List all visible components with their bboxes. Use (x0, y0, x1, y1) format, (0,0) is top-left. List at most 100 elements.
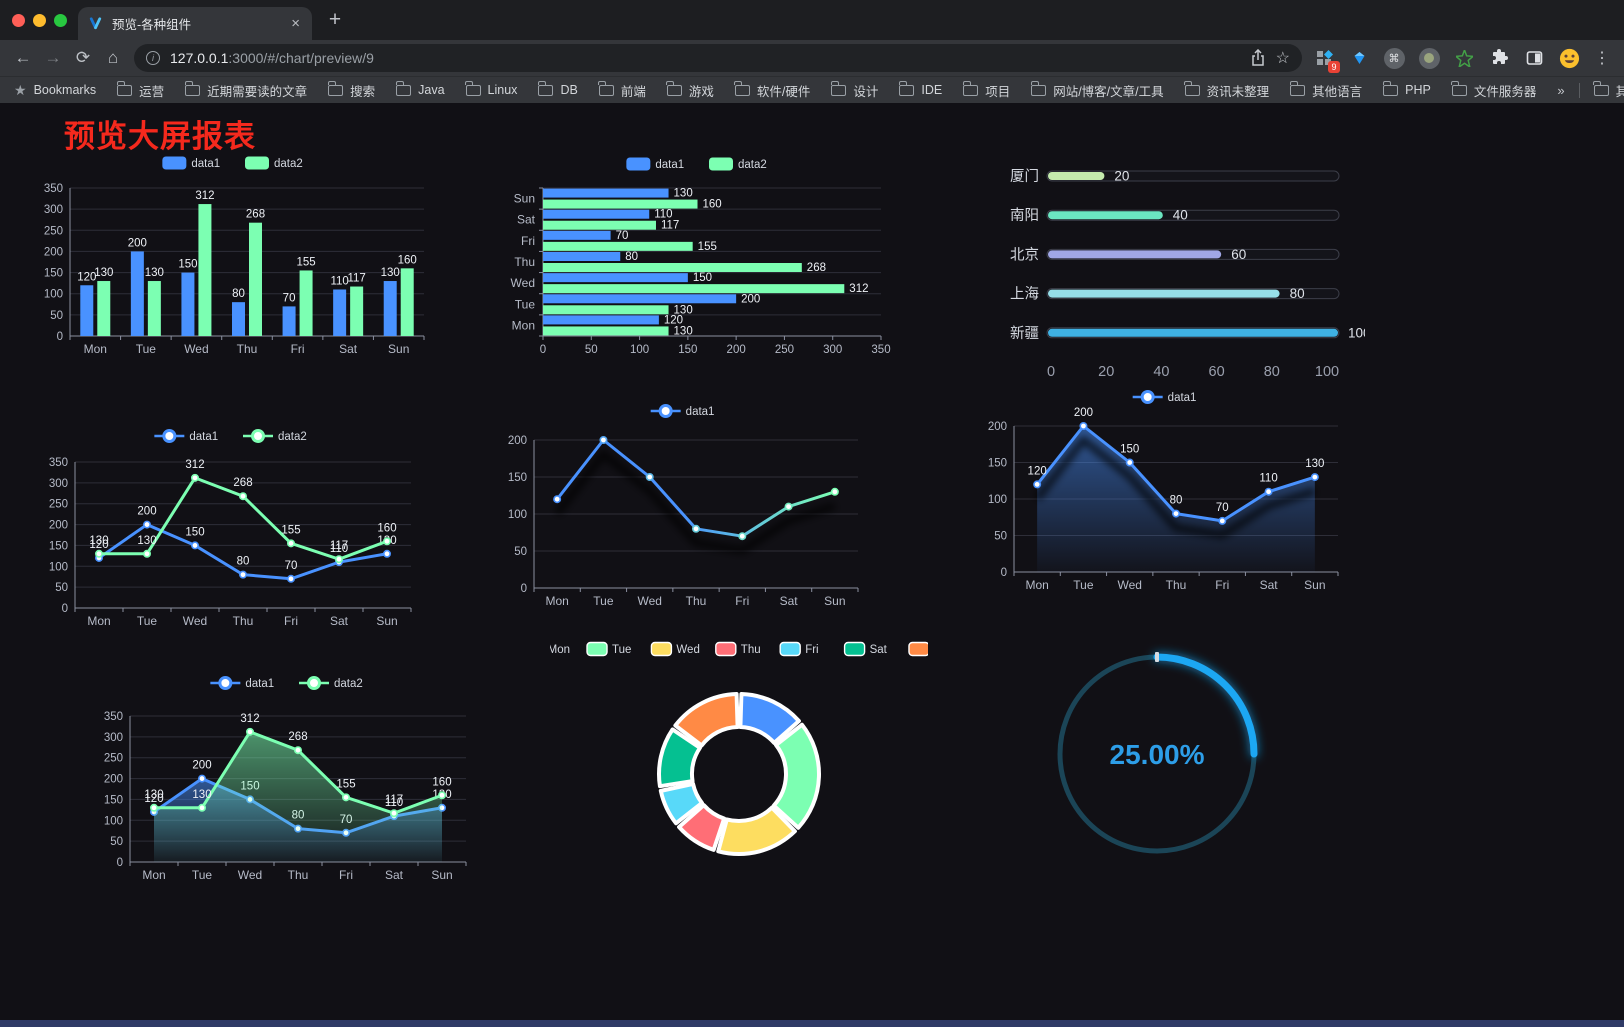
svg-text:200: 200 (508, 435, 527, 447)
svg-text:Wed: Wed (183, 614, 207, 628)
svg-text:200: 200 (192, 760, 211, 772)
close-window-button[interactable] (12, 13, 25, 27)
svg-text:150: 150 (988, 458, 1007, 470)
svg-text:110: 110 (654, 209, 672, 221)
svg-text:300: 300 (823, 344, 842, 356)
other-bookmarks[interactable]: 其他书签 (1593, 81, 1624, 100)
forward-button[interactable]: → (44, 48, 62, 67)
bookmark-folder[interactable]: Linux (465, 81, 517, 97)
svg-text:155: 155 (296, 256, 315, 268)
svg-text:130: 130 (674, 188, 693, 200)
svg-text:160: 160 (398, 254, 417, 266)
bookmark-folder[interactable]: 搜索 (327, 81, 376, 100)
svg-text:Sat: Sat (780, 594, 799, 608)
chart-grouped-bar[interactable]: 0 50 100 150 200 250 300 350 Mon Tue Wed Thu Fri Sat S… (40, 148, 432, 364)
chart-line-two-series[interactable]: 0 50 100 150 200 250 300 350 Mon Tue Wed Thu Fri Sat S… (45, 418, 423, 636)
svg-text:厦门: 厦门 (1010, 168, 1039, 185)
back-button[interactable]: ← (14, 48, 32, 67)
minimize-window-button[interactable] (33, 13, 46, 27)
bookmark-folder[interactable]: 运营 (116, 81, 164, 100)
svg-text:200: 200 (44, 246, 63, 258)
site-info-icon[interactable]: i (146, 51, 160, 65)
bookmark-folder-label: 近期需要读的文章 (207, 84, 308, 99)
bookmark-folder[interactable]: 游戏 (666, 81, 714, 100)
extension-command-icon[interactable]: ⌘ (1382, 46, 1406, 70)
folder-icon (184, 81, 201, 96)
svg-text:100: 100 (508, 509, 527, 521)
address-bar[interactable]: i 127.0.0.1:3000/#/chart/preview/9 ☆ (134, 44, 1302, 72)
svg-text:250: 250 (49, 499, 68, 511)
tab-close-icon[interactable]: × (291, 15, 300, 32)
svg-text:Tue: Tue (136, 342, 157, 356)
svg-text:Sat: Sat (330, 614, 349, 628)
chart-gauge-percent[interactable]: 25.00% (1038, 638, 1276, 876)
svg-text:80: 80 (1290, 286, 1305, 301)
chart-blue-area-line[interactable]: 0 50 100 150 200 Mon Tue Wed Thu Fri Sat Sun 120 200 1… (984, 384, 1352, 596)
bookmark-folder-label: 搜索 (350, 84, 376, 99)
svg-text:120: 120 (664, 314, 683, 326)
svg-text:0: 0 (540, 344, 546, 356)
extension-xpath-star-icon[interactable] (1452, 46, 1476, 70)
extensions-puzzle-icon[interactable] (1487, 46, 1511, 70)
svg-text:50: 50 (50, 310, 63, 322)
bookmark-folder[interactable]: 设计 (830, 81, 878, 100)
svg-text:130: 130 (381, 267, 400, 279)
chart-gradient-line[interactable]: 0 50 100 150 200 Mon Tue Wed Thu Fri Sat Sun data1 (500, 394, 872, 610)
browser-tab[interactable]: 预览-各种组件 × (78, 7, 312, 40)
extension-gem-icon[interactable] (1347, 46, 1371, 70)
chart-progress-bars[interactable]: 厦门 20 南阳 40 北京 60 上海 80 新疆 100 0 20 40 60 80 100 (993, 152, 1365, 384)
svg-text:100: 100 (49, 561, 68, 573)
bookmark-folder[interactable]: 项目 (962, 81, 1010, 100)
svg-text:data2: data2 (738, 159, 767, 171)
svg-text:200: 200 (137, 506, 156, 518)
reload-button[interactable]: ⟳ (75, 48, 91, 67)
extension-record-icon[interactable] (1417, 46, 1441, 70)
svg-text:Fri: Fri (735, 594, 749, 608)
svg-text:155: 155 (336, 778, 355, 790)
bookmark-folder[interactable]: Java (395, 81, 445, 97)
split-screen-icon[interactable] (1522, 46, 1546, 70)
svg-text:data1: data1 (686, 406, 715, 418)
bookmark-folder[interactable]: 资讯未整理 (1184, 81, 1269, 100)
svg-text:312: 312 (849, 283, 868, 295)
svg-text:150: 150 (178, 259, 197, 271)
extension-grid-icon[interactable]: 9 (1312, 46, 1340, 73)
bookmark-folder[interactable]: 软件/硬件 (734, 81, 810, 100)
svg-text:268: 268 (807, 262, 826, 274)
svg-text:130: 130 (94, 267, 113, 279)
bookmark-folder[interactable]: 其他语言 (1289, 81, 1362, 100)
bookmark-folder[interactable]: DB (537, 81, 578, 97)
bookmark-folder-label: 文件服务器 (1473, 84, 1537, 99)
bookmark-folder[interactable]: PHP (1382, 81, 1431, 97)
bookmark-star-icon[interactable]: ☆ (1275, 50, 1290, 67)
svg-text:300: 300 (104, 732, 123, 744)
share-icon[interactable] (1250, 49, 1266, 67)
svg-text:350: 350 (871, 344, 890, 356)
folder-icon (395, 81, 412, 96)
bookmark-folder-label: 游戏 (688, 84, 714, 99)
extension-badge: 9 (1327, 61, 1340, 73)
svg-text:200: 200 (128, 237, 147, 249)
svg-text:117: 117 (385, 794, 403, 806)
browser-menu-icon[interactable]: ⋮ (1594, 50, 1610, 67)
svg-text:200: 200 (988, 421, 1007, 433)
chart-area-two-series[interactable]: 0 50 100 150 200 250 300 350 Mon Tue Wed Thu Fri Sat S… (100, 668, 480, 888)
bookmark-folder[interactable]: 文件服务器 (1451, 81, 1537, 100)
svg-text:Thu: Thu (514, 255, 535, 269)
url-text[interactable]: 127.0.0.1:3000/#/chart/preview/9 (170, 50, 1240, 66)
new-tab-button[interactable]: + (328, 8, 342, 31)
chart-horizontal-bar[interactable]: 0 50 100 150 200 250 300 350 Sun Sat Fri Thu Wed Tue M… (503, 148, 897, 364)
home-button[interactable]: ⌂ (107, 48, 119, 67)
emoji-extension-icon[interactable] (1557, 46, 1581, 70)
svg-text:155: 155 (698, 241, 717, 253)
bookmarks-root[interactable]: ★ Bookmarks (14, 82, 96, 99)
zoom-window-button[interactable] (54, 13, 67, 27)
svg-text:120: 120 (77, 271, 96, 283)
tab-strip: 预览-各种组件 × + (0, 0, 1624, 40)
bookmark-folder[interactable]: 近期需要读的文章 (184, 81, 308, 100)
bookmark-folder[interactable]: IDE (898, 81, 942, 97)
bookmark-folder[interactable]: 前端 (598, 81, 646, 100)
bookmark-folder[interactable]: 网站/博客/文章/工具 (1030, 81, 1164, 100)
bookmarks-overflow-chevron[interactable]: » (1557, 82, 1565, 98)
